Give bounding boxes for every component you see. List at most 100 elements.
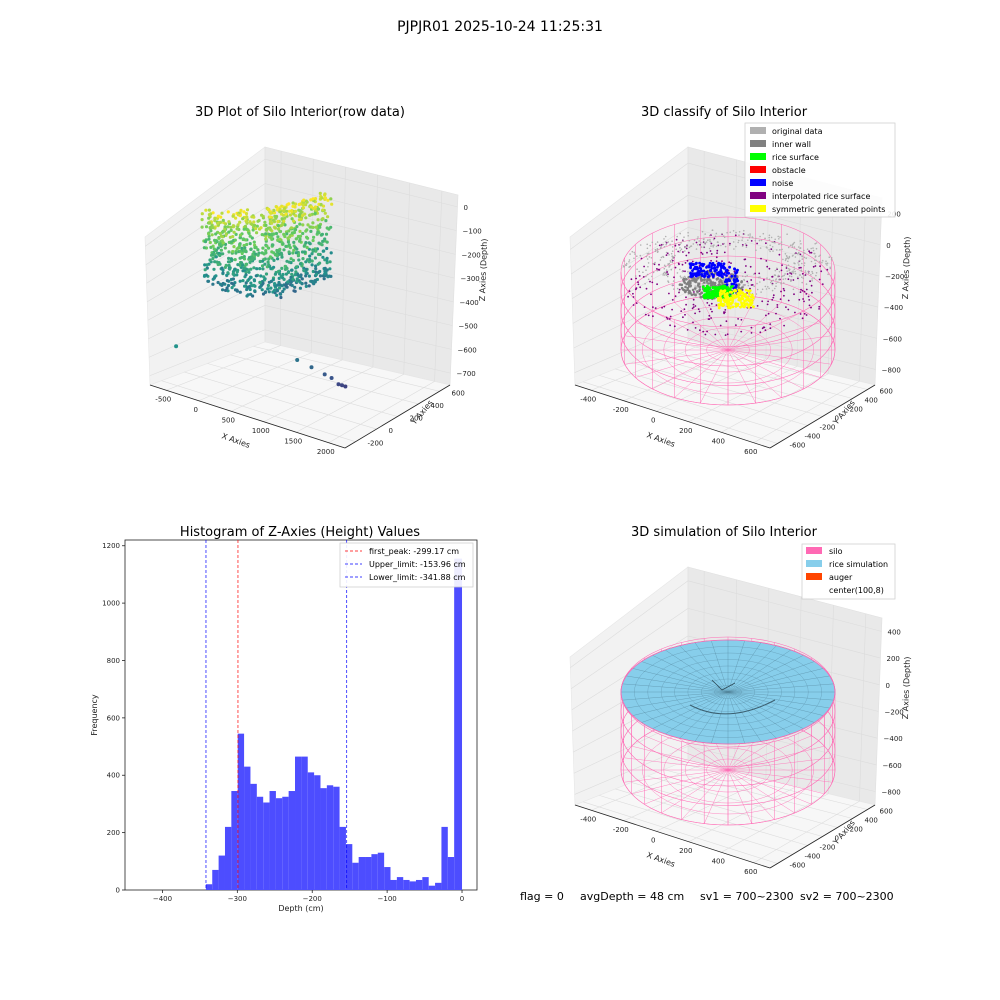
panel-title-simulation: 3D simulation of Silo Interior — [631, 525, 818, 540]
data-point — [287, 250, 291, 254]
outlier-point — [336, 382, 341, 387]
original-point — [778, 238, 780, 240]
interpolated-point — [701, 253, 704, 255]
interpolated-point — [785, 306, 787, 308]
original-point — [804, 270, 807, 272]
surface-mesh — [652, 655, 729, 693]
floor-gridline — [582, 381, 778, 444]
original-point — [659, 259, 662, 261]
original-point — [671, 257, 674, 259]
surface-mesh — [727, 649, 791, 693]
surface-mesh — [711, 679, 736, 691]
x-tick-label: -200 — [613, 406, 629, 414]
data-point — [262, 278, 266, 282]
interpolated-point — [728, 261, 731, 264]
data-point — [298, 262, 303, 266]
original-point — [784, 273, 786, 275]
original-point — [768, 249, 770, 251]
data-point — [316, 218, 320, 222]
interpolated-point — [674, 295, 677, 298]
histogram-bar — [314, 775, 321, 890]
x-tick-label: −100 — [378, 895, 397, 903]
data-point — [269, 236, 273, 240]
data-point — [295, 277, 299, 281]
data-point — [226, 271, 230, 275]
original-point — [782, 275, 784, 277]
data-point — [221, 218, 225, 222]
data-point — [261, 214, 265, 218]
original-point — [774, 241, 776, 244]
original-point — [811, 272, 814, 275]
original-point — [682, 240, 684, 242]
data-point — [224, 233, 228, 237]
original-point — [806, 248, 809, 250]
data-point — [207, 213, 211, 217]
original-point — [770, 280, 773, 283]
data-point — [206, 279, 211, 283]
inner-wall-point — [709, 280, 713, 284]
back-gridline — [687, 194, 881, 246]
original-point — [682, 276, 684, 279]
original-point — [665, 241, 667, 243]
original-point — [692, 243, 695, 245]
original-point — [712, 238, 715, 241]
original-point — [696, 287, 698, 289]
interpolated-point — [692, 303, 695, 306]
data-point — [221, 271, 225, 275]
interpolated-point — [706, 302, 709, 304]
legend-label: interpolated rice surface — [772, 192, 870, 201]
data-point — [213, 216, 217, 220]
interpolated-point — [674, 244, 677, 247]
data-point — [220, 211, 224, 215]
original-point — [721, 232, 723, 235]
rice-surface-point — [713, 286, 717, 289]
symmetric-point — [750, 298, 754, 302]
x-tick-label: 0 — [651, 416, 655, 424]
floor-gridline — [161, 380, 356, 442]
data-point — [209, 245, 213, 249]
data-point — [244, 281, 248, 285]
silo-spoke — [727, 302, 782, 351]
noise-point — [696, 267, 699, 271]
legend-label: symmetric generated points — [772, 205, 885, 214]
data-point — [241, 217, 245, 221]
data-point — [227, 220, 231, 224]
original-point — [633, 257, 635, 260]
original-point — [623, 260, 626, 262]
original-point — [678, 290, 681, 292]
y-tick-label: 0 — [835, 415, 839, 423]
data-point — [267, 232, 272, 237]
z-tick-label: −200 — [885, 709, 904, 717]
x-axis-line — [574, 804, 771, 869]
interpolated-point — [710, 317, 712, 319]
original-point — [811, 278, 813, 280]
noise-point — [715, 268, 718, 272]
original-point — [797, 262, 799, 264]
original-point — [769, 244, 771, 247]
data-point — [281, 209, 285, 213]
data-point — [243, 246, 247, 250]
data-point — [247, 270, 251, 274]
data-point — [304, 281, 308, 285]
back-gridline — [264, 280, 453, 326]
data-point — [294, 202, 298, 206]
data-point — [274, 216, 278, 220]
interpolated-point — [663, 305, 666, 308]
interpolated-point — [800, 288, 802, 291]
data-point — [300, 282, 304, 286]
data-point — [264, 237, 268, 241]
interpolated-point — [637, 281, 639, 284]
original-point — [792, 272, 795, 274]
data-point — [293, 228, 297, 232]
data-point — [304, 203, 308, 207]
y-tick-label: 200 — [850, 826, 863, 834]
original-point — [793, 241, 796, 244]
legend-swatch — [806, 573, 822, 580]
noise-point — [706, 272, 709, 276]
original-point — [749, 233, 751, 235]
original-point — [656, 248, 659, 250]
data-point — [306, 236, 310, 240]
interpolated-point — [750, 306, 752, 309]
original-point — [829, 267, 832, 270]
zlabel-raw: Z Axies (Depth) — [478, 238, 489, 301]
